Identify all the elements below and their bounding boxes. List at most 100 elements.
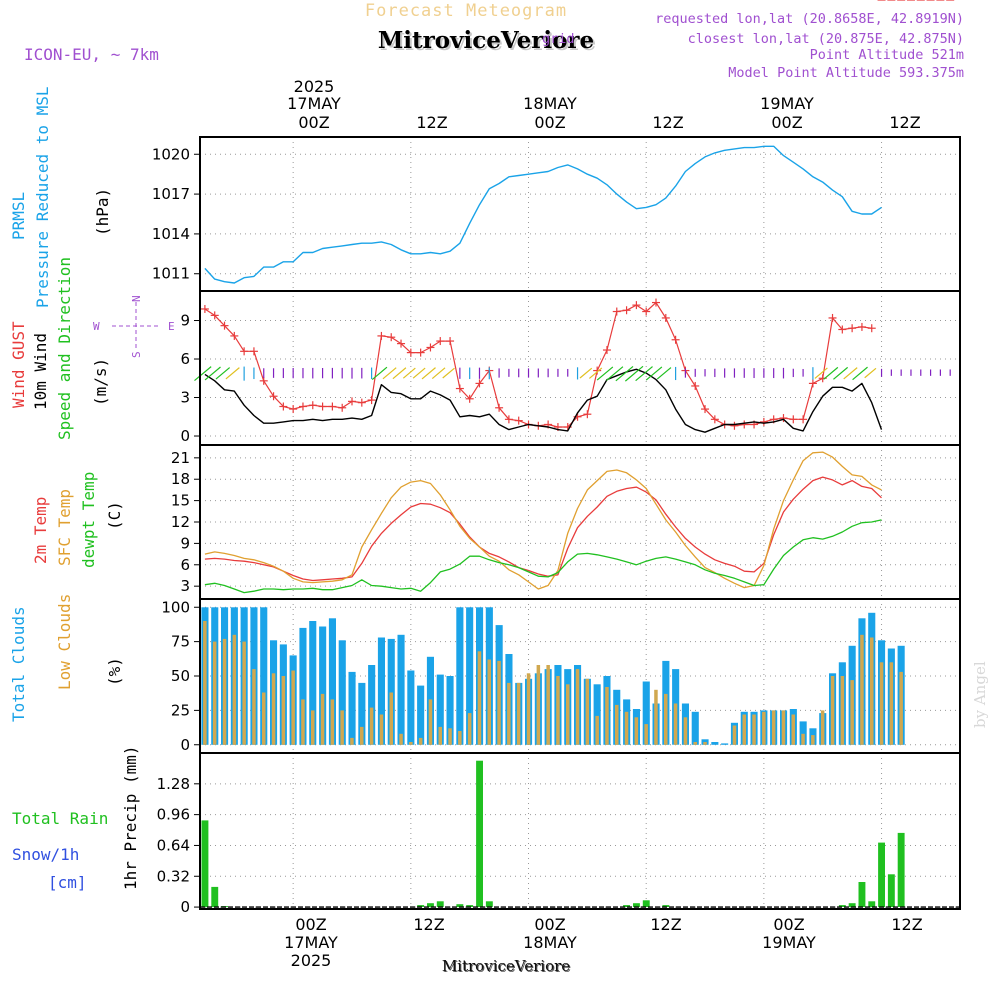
requested-coords: requested lon,lat (20.8658E, 42.8919N)	[655, 11, 964, 27]
y-tick-label: 100	[161, 598, 190, 616]
low-cloud-bar	[742, 714, 746, 745]
low-cloud-bar	[752, 714, 756, 745]
temp-labels: 2m Temp SFC Temp dewpt Temp (C)	[31, 472, 124, 568]
low-cloud-bar	[811, 735, 815, 745]
compass-icon: N S W E	[93, 295, 175, 358]
total-cloud-bar	[260, 607, 268, 745]
low-clouds-label: Low Clouds	[55, 594, 74, 690]
low-cloud-bar	[615, 704, 619, 745]
low-cloud-bar	[311, 710, 315, 745]
total-cloud-bar	[377, 637, 385, 745]
bottom-time-label: 17MAY	[284, 933, 338, 952]
low-cloud-bar	[566, 684, 570, 745]
wind-barb	[371, 366, 388, 381]
low-cloud-bar	[271, 673, 276, 745]
wind-barb	[204, 366, 221, 381]
low-cloud-bar	[693, 742, 697, 745]
point-altitude: Point Altitude 521m	[810, 47, 964, 63]
low-cloud-bar	[438, 726, 442, 745]
low-cloud-bar	[575, 669, 580, 745]
snow-unit-label: [cm]	[48, 873, 87, 892]
pressure-labels: PRMSL Pressure Reduced to MSL (hPa)	[9, 86, 112, 308]
compass-e: E	[168, 320, 175, 333]
temp-sfc-label: SFC Temp	[55, 489, 74, 566]
rain-bar	[633, 903, 640, 908]
low-cloud-bar	[899, 671, 903, 745]
low-cloud-bar	[585, 678, 590, 745]
low-cloud-bar	[605, 687, 609, 745]
total-cloud-bar	[711, 742, 719, 745]
low-cloud-bar	[771, 710, 776, 745]
pressure-unit: (hPa)	[93, 188, 112, 236]
total-cloud-bar	[446, 676, 454, 745]
low-cloud-bar	[291, 670, 295, 745]
low-cloud-bar	[870, 637, 874, 745]
wind-barb	[596, 366, 614, 381]
low-cloud-bar	[516, 682, 521, 745]
low-cloud-bar	[556, 676, 560, 745]
total-cloud-bar	[417, 685, 425, 745]
series-line-wind	[204, 368, 883, 433]
bottom-time-label: 2025	[291, 951, 332, 970]
series-line-prmsl	[204, 145, 882, 284]
y-tick-label: 1017	[152, 185, 190, 203]
total-cloud-bar	[642, 681, 650, 745]
low-cloud-bar	[546, 665, 550, 745]
rain-bar	[662, 905, 670, 907]
total-cloud-bar	[299, 627, 307, 745]
wind-barb	[442, 367, 455, 379]
y-tick-label: 75	[171, 633, 190, 651]
low-cloud-bar	[360, 726, 364, 745]
low-cloud-bar	[262, 692, 266, 745]
y-tick-label: 9	[180, 312, 190, 330]
total-cloud-bar	[407, 670, 415, 745]
rain-bar	[642, 900, 650, 907]
total-cloud-bar	[691, 711, 699, 745]
series-line-dewpt	[204, 519, 882, 594]
low-cloud-bar	[369, 707, 374, 745]
wind-direction-label: Speed and Direction	[55, 257, 74, 440]
wind-barb	[814, 367, 828, 379]
total-cloud-bar	[387, 638, 395, 745]
bottom-time-label: 18MAY	[523, 933, 577, 952]
low-cloud-bar	[634, 717, 639, 745]
top-time-label: 00Z	[771, 113, 802, 132]
top-time-label: 00Z	[298, 113, 329, 132]
low-cloud-bar	[850, 680, 854, 745]
bottom-time-label: 00Z	[295, 915, 326, 934]
wind-barb	[615, 365, 634, 382]
rain-bar	[466, 905, 474, 907]
bottom-time-label: 00Z	[534, 915, 565, 934]
rain-bar	[838, 905, 846, 907]
wind-barb	[421, 367, 436, 380]
wind-barb	[833, 366, 849, 380]
y-tick-label: 50	[171, 667, 190, 685]
low-cloud-bar	[673, 703, 678, 745]
panel-frame	[199, 752, 961, 910]
wind-barb	[225, 367, 240, 380]
snow-label: Snow/1h	[12, 845, 79, 864]
wind-barb	[843, 367, 858, 380]
footer-location: MitroviceVeriore	[442, 957, 570, 975]
low-cloud-bar	[428, 699, 433, 745]
panel-background	[200, 291, 960, 445]
low-cloud-bar	[281, 676, 286, 745]
low-cloud-bar	[448, 728, 452, 745]
y-tick-label: 18	[171, 470, 190, 488]
y-tick-label: 1014	[152, 225, 190, 243]
low-cloud-bar	[320, 693, 325, 745]
total-cloud-bar	[397, 634, 405, 745]
y-tick-label: 21	[171, 449, 190, 467]
cloud-labels: Total Clouds Low Clouds (%)	[9, 594, 124, 722]
y-tick-label: 3	[180, 389, 190, 407]
wind-barb	[656, 367, 672, 380]
low-cloud-bar	[418, 737, 423, 745]
rain-bar	[456, 904, 464, 908]
top-time-label: 19MAY	[760, 94, 814, 113]
low-cloud-bar	[399, 733, 403, 745]
low-cloud-bar	[830, 676, 835, 745]
meteogram-subtitle: Forecast Meteogram	[365, 1, 567, 21]
rain-bar	[485, 901, 493, 908]
y-tick-label: 6	[180, 350, 190, 368]
